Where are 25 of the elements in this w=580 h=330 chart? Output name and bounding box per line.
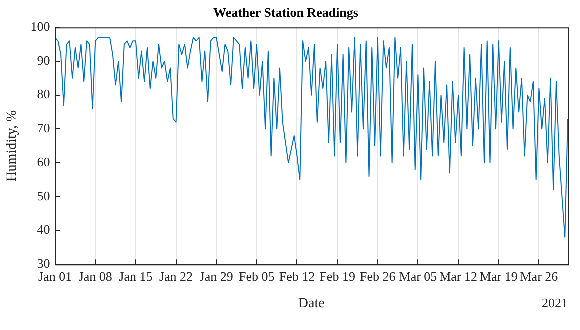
y-axis-title: Humidity, % xyxy=(5,110,20,182)
y-tick-label: 70 xyxy=(37,120,50,136)
y-tick-label: 40 xyxy=(37,222,50,238)
y-tick-label: 100 xyxy=(30,19,50,34)
y-tick-label: 60 xyxy=(37,154,50,170)
y-tick-label: 80 xyxy=(37,86,50,102)
text: 2021 xyxy=(542,296,568,311)
x-tick-label: Mar 26 xyxy=(520,268,559,284)
x-tick-label: Feb 12 xyxy=(279,268,316,284)
x-tick-label: Mar 12 xyxy=(440,268,478,284)
x-tick-label: Jan 08 xyxy=(78,268,112,284)
x-tick-label: Jan 15 xyxy=(119,268,153,284)
x-tick-label: Jan 01 xyxy=(38,268,72,284)
y-tick-label: 30 xyxy=(37,256,50,272)
y-tick-label: 50 xyxy=(37,188,50,204)
y-tick-label: 90 xyxy=(37,52,50,68)
x-tick-label: Feb 26 xyxy=(360,268,396,284)
x-tick-label: Jan 22 xyxy=(159,268,194,284)
x-tick-label: Feb 19 xyxy=(320,268,356,284)
chart-title: Weather Station Readings xyxy=(214,5,358,20)
x-tick-label: Jan 29 xyxy=(200,268,234,284)
x-tick-label: Feb 05 xyxy=(239,268,275,284)
x-tick-label: Mar 05 xyxy=(399,268,438,284)
x-axis-title: Date xyxy=(298,296,325,312)
x-tick-label: Mar 19 xyxy=(480,268,518,284)
